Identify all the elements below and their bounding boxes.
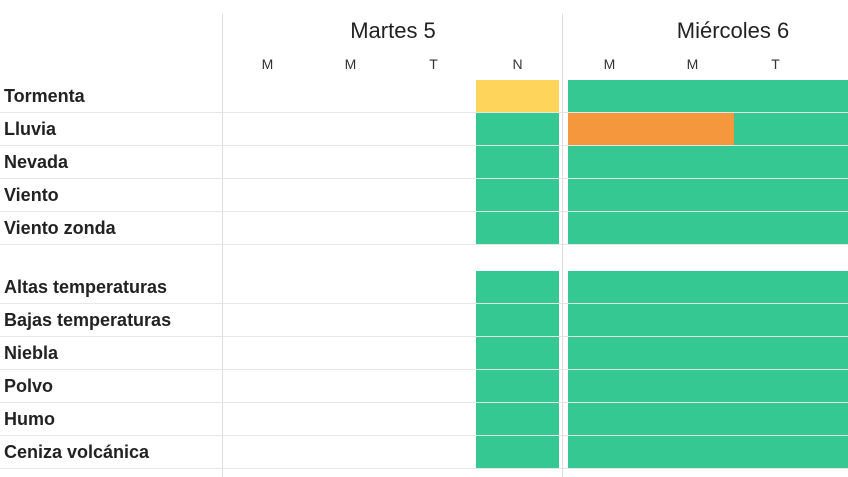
alert-cell (568, 304, 651, 336)
row-divider (0, 435, 848, 436)
row-divider (0, 211, 848, 212)
phenomenon-label: Tormenta (4, 86, 85, 106)
alert-cell (651, 179, 734, 211)
alert-cell (651, 271, 734, 303)
alert-cell (734, 271, 817, 303)
alert-cell (476, 304, 559, 336)
alert-cell (651, 113, 734, 145)
alert-cell (568, 370, 651, 402)
alert-cell (651, 304, 734, 336)
phenomenon-label: Ceniza volcánica (4, 442, 150, 462)
alert-cell (734, 179, 817, 211)
alert-cell (476, 113, 559, 145)
alert-cell (734, 403, 817, 435)
alert-cell (817, 271, 848, 303)
alert-cell (568, 337, 651, 369)
alert-cell (734, 146, 817, 178)
row-divider (0, 336, 848, 337)
alert-cell (476, 370, 559, 402)
phenomenon-label: Lluvia (4, 119, 57, 139)
phenomenon-label: Altas temperaturas (4, 277, 168, 297)
alert-cell (476, 271, 559, 303)
period-header: M (344, 56, 357, 72)
row-divider (0, 402, 848, 403)
alert-cell (568, 80, 651, 112)
alert-cell (476, 403, 559, 435)
column-divider (222, 14, 223, 477)
period-header: N (512, 56, 523, 72)
row-divider (0, 303, 848, 304)
alert-cell (734, 370, 817, 402)
alert-cell (651, 80, 734, 112)
alert-cell (817, 403, 848, 435)
alert-cell (476, 337, 559, 369)
phenomenon-label: Nevada (4, 152, 69, 172)
period-header: M (603, 56, 616, 72)
row-divider (0, 145, 848, 146)
alert-cell (476, 146, 559, 178)
alert-cell (476, 436, 559, 468)
alert-cell (476, 212, 559, 244)
alert-cell (568, 212, 651, 244)
row-divider (0, 369, 848, 370)
alert-cell (734, 80, 817, 112)
alert-cell (568, 271, 651, 303)
alert-cell (734, 304, 817, 336)
alert-cell (817, 146, 848, 178)
phenomenon-label: Niebla (4, 343, 59, 363)
period-header: M (686, 56, 699, 72)
alert-cell (568, 179, 651, 211)
alert-cell (734, 212, 817, 244)
alert-cell (817, 337, 848, 369)
alert-cell (817, 304, 848, 336)
alert-cell (817, 80, 848, 112)
alert-cell (817, 212, 848, 244)
period-header: T (771, 56, 780, 72)
alert-cell (651, 403, 734, 435)
row-divider (0, 468, 848, 469)
row-divider (0, 112, 848, 113)
alert-cell (734, 436, 817, 468)
phenomenon-label: Humo (4, 409, 55, 429)
phenomenon-label: Polvo (4, 376, 54, 396)
alert-cell (651, 337, 734, 369)
alert-cell (568, 113, 651, 145)
alert-cell (817, 113, 848, 145)
phenomenon-label: Viento (4, 185, 59, 205)
period-header: M (261, 56, 274, 72)
alert-cell (817, 436, 848, 468)
day-title-martes: Martes 5 (350, 18, 436, 43)
alert-cell (651, 436, 734, 468)
period-header: T (429, 56, 438, 72)
alert-cell (817, 179, 848, 211)
alert-cell (651, 370, 734, 402)
alert-cell (734, 113, 817, 145)
alert-cell (476, 179, 559, 211)
row-divider (0, 178, 848, 179)
row-divider (0, 244, 848, 245)
alert-cell (817, 370, 848, 402)
phenomenon-label: Viento zonda (4, 218, 116, 238)
alert-cell (734, 337, 817, 369)
day-title-miercoles: Miércoles 6 (676, 18, 790, 43)
alert-cell (476, 80, 559, 112)
alert-cell (568, 436, 651, 468)
alert-cell (651, 212, 734, 244)
alert-cell (651, 146, 734, 178)
alert-cell (568, 403, 651, 435)
alert-cell (568, 146, 651, 178)
phenomenon-label: Bajas temperaturas (4, 310, 172, 330)
day-divider (562, 14, 563, 477)
